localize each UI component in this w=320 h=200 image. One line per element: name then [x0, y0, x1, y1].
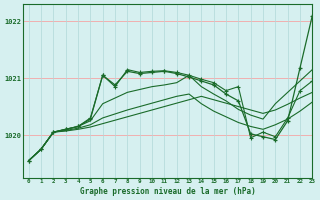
X-axis label: Graphe pression niveau de la mer (hPa): Graphe pression niveau de la mer (hPa)	[80, 187, 255, 196]
